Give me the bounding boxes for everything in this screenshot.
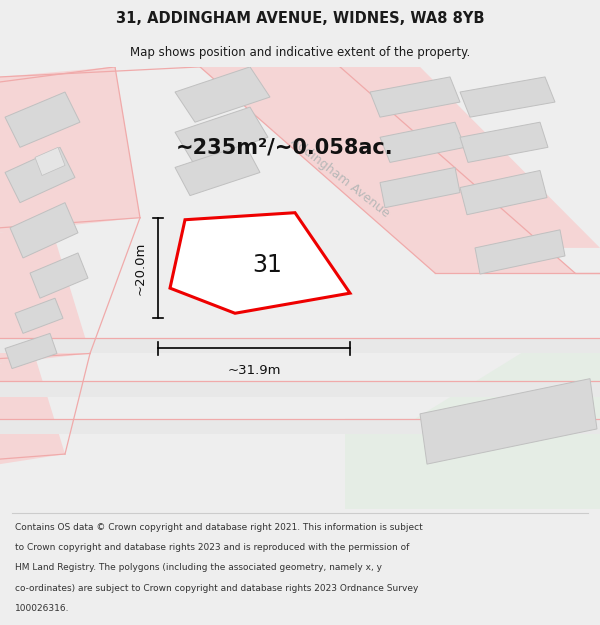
Text: ~235m²/~0.058ac.: ~235m²/~0.058ac. [176,138,394,158]
Text: co-ordinates) are subject to Crown copyright and database rights 2023 Ordnance S: co-ordinates) are subject to Crown copyr… [15,584,418,592]
Polygon shape [175,67,270,122]
Text: Contains OS data © Crown copyright and database right 2021. This information is : Contains OS data © Crown copyright and d… [15,523,423,532]
Polygon shape [5,148,75,202]
Polygon shape [30,253,88,298]
Polygon shape [340,67,600,248]
Polygon shape [380,122,465,162]
Polygon shape [370,77,460,117]
Polygon shape [35,148,65,176]
Polygon shape [175,107,268,162]
Polygon shape [380,168,460,208]
Text: Addingham Avenue: Addingham Avenue [288,135,392,220]
Polygon shape [460,77,555,117]
Polygon shape [475,230,565,274]
Text: 31, ADDINGHAM AVENUE, WIDNES, WA8 8YB: 31, ADDINGHAM AVENUE, WIDNES, WA8 8YB [116,11,484,26]
Polygon shape [10,202,78,258]
Text: 100026316.: 100026316. [15,604,70,612]
Text: to Crown copyright and database rights 2023 and is reproduced with the permissio: to Crown copyright and database rights 2… [15,543,409,552]
Polygon shape [5,333,57,369]
Polygon shape [175,144,260,196]
Polygon shape [0,67,140,232]
Polygon shape [460,122,548,162]
Polygon shape [200,67,575,273]
Polygon shape [0,356,65,464]
Text: HM Land Registry. The polygons (including the associated geometry, namely x, y: HM Land Registry. The polygons (includin… [15,564,382,572]
Text: ~31.9m: ~31.9m [227,364,281,377]
Polygon shape [0,222,90,364]
Polygon shape [5,92,80,148]
Polygon shape [170,213,350,313]
Polygon shape [15,298,63,333]
Polygon shape [0,381,600,397]
Polygon shape [460,171,547,215]
Text: Map shows position and indicative extent of the property.: Map shows position and indicative extent… [130,46,470,59]
Polygon shape [0,338,600,354]
Text: ~20.0m: ~20.0m [133,241,146,295]
Text: 31: 31 [252,253,282,278]
Polygon shape [345,338,600,509]
Polygon shape [420,379,597,464]
Polygon shape [0,419,600,434]
